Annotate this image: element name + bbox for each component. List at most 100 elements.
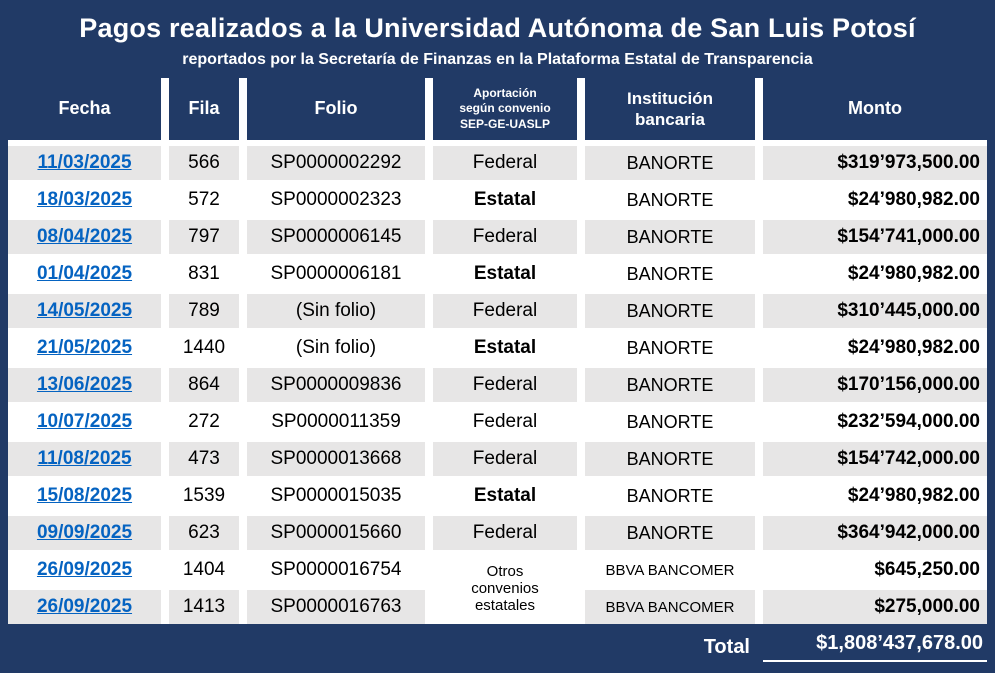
date-link[interactable]: 18/03/2025 — [36, 189, 133, 210]
fila-cell: 1404 — [169, 553, 239, 587]
column-header-fecha: Fecha — [58, 98, 111, 119]
table-row: 11/08/2025 473 SP0000013668 Federal BANO… — [8, 442, 987, 476]
date-link[interactable]: 14/05/2025 — [36, 300, 133, 321]
folio-cell: SP0000013668 — [247, 442, 425, 476]
fila-cell: 623 — [169, 516, 239, 550]
table-row: 01/04/2025 831 SP0000006181 Estatal BANO… — [8, 257, 987, 291]
column-header-monto: Monto — [848, 98, 902, 119]
aportacion-cell: Federal — [433, 516, 577, 550]
folio-cell: SP0000011359 — [247, 405, 425, 439]
table-row: 18/03/2025 572 SP0000002323 Estatal BANO… — [8, 183, 987, 217]
banco-cell: BANORTE — [585, 220, 755, 254]
date-cell: 14/05/2025 — [8, 294, 161, 328]
aportacion-cell: Estatal — [433, 257, 577, 291]
column-header-folio: Folio — [314, 98, 358, 119]
monto-cell: $24’980,982.00 — [763, 479, 987, 513]
folio-cell: (Sin folio) — [247, 294, 425, 328]
fila-cell: 864 — [169, 368, 239, 402]
fila-cell: 831 — [169, 257, 239, 291]
fila-cell: 1413 — [169, 590, 239, 624]
folio-cell: SP0000016763 — [247, 590, 425, 624]
aportacion-cell: Federal — [433, 294, 577, 328]
table-row: 15/08/2025 1539 SP0000015035 Estatal BAN… — [8, 479, 987, 513]
header-line: Institución — [627, 88, 713, 108]
banco-cell: BBVA BANCOMER — [585, 590, 755, 624]
folio-cell: SP0000015660 — [247, 516, 425, 550]
table-row: 14/05/2025 789 (Sin folio) Federal BANOR… — [8, 294, 987, 328]
aportacion-span-overlay: Otros convenios estatales — [433, 553, 577, 624]
date-link[interactable]: 13/06/2025 — [36, 374, 133, 395]
date-link[interactable]: 11/08/2025 — [37, 448, 132, 469]
header-line: Aportación — [473, 85, 537, 100]
monto-cell: $364’942,000.00 — [763, 516, 987, 550]
column-header-institucion: Institución bancaria — [585, 78, 755, 140]
table-row: 26/09/2025 1404 SP0000016754 Otros conve… — [8, 553, 987, 624]
date-cell: 26/09/2025 — [8, 590, 161, 624]
monto-cell: $154’741,000.00 — [763, 220, 987, 254]
date-link[interactable]: 09/09/2025 — [36, 522, 133, 543]
date-cell: 11/08/2025 — [8, 442, 161, 476]
date-link[interactable]: 26/09/2025 — [36, 559, 133, 580]
fila-cell: 789 — [169, 294, 239, 328]
header-line: según convenio — [459, 101, 551, 116]
folio-cell: SP0000009836 — [247, 368, 425, 402]
aportacion-cell: Federal — [433, 405, 577, 439]
column-separator — [161, 78, 169, 140]
date-link[interactable]: 26/09/2025 — [36, 596, 133, 617]
date-cell: 01/04/2025 — [8, 257, 161, 291]
folio-cell: SP0000002292 — [247, 146, 425, 180]
total-row: Total $1,808’437,678.00 — [8, 627, 987, 667]
column-header-fila: Fila — [188, 98, 220, 119]
folio-cell: SP0000016754 — [247, 553, 425, 587]
aportacion-span-text: Otros convenios estatales — [471, 563, 539, 614]
banco-cell: BANORTE — [585, 442, 755, 476]
total-label: Total — [703, 635, 750, 658]
banco-cell: BANORTE — [585, 183, 755, 217]
monto-cell: $319’973,500.00 — [763, 146, 987, 180]
date-link[interactable]: 11/03/2025 — [37, 152, 132, 173]
date-cell: 15/08/2025 — [8, 479, 161, 513]
table-row: 08/04/2025 797 SP0000006145 Federal BANO… — [8, 220, 987, 254]
date-link[interactable]: 21/05/2025 — [36, 337, 133, 358]
monto-cell: $275,000.00 — [763, 590, 987, 624]
fila-cell: 473 — [169, 442, 239, 476]
aportacion-cell: Federal — [433, 146, 577, 180]
monto-cell: $170’156,000.00 — [763, 368, 987, 402]
aportacion-cell: Federal — [433, 220, 577, 254]
banco-cell: BANORTE — [585, 405, 755, 439]
fila-cell: 1440 — [169, 331, 239, 365]
table-row: 09/09/2025 623 SP0000015660 Federal BANO… — [8, 516, 987, 550]
date-cell: 10/07/2025 — [8, 405, 161, 439]
banco-cell: BANORTE — [585, 479, 755, 513]
monto-cell: $24’980,982.00 — [763, 257, 987, 291]
date-link[interactable]: 01/04/2025 — [36, 263, 133, 284]
aportacion-cell: Estatal — [433, 331, 577, 365]
date-cell: 13/06/2025 — [8, 368, 161, 402]
monto-cell: $645,250.00 — [763, 553, 987, 587]
date-cell: 11/03/2025 — [8, 146, 161, 180]
aportacion-cell: Estatal — [433, 479, 577, 513]
banco-cell: BBVA BANCOMER — [585, 553, 755, 587]
banco-cell: BANORTE — [585, 146, 755, 180]
banco-cell: BANORTE — [585, 516, 755, 550]
date-cell: 09/09/2025 — [8, 516, 161, 550]
table-row: 21/05/2025 1440 (Sin folio) Estatal BANO… — [8, 331, 987, 365]
table-row: 10/07/2025 272 SP0000011359 Federal BANO… — [8, 405, 987, 439]
banco-cell: BANORTE — [585, 257, 755, 291]
monto-cell: $24’980,982.00 — [763, 331, 987, 365]
aportacion-cell-spanning: Otros convenios estatales — [433, 553, 577, 624]
column-separator — [577, 78, 585, 140]
date-link[interactable]: 10/07/2025 — [36, 411, 133, 432]
table-header: Fecha Fila Folio Aportación según conven… — [8, 78, 987, 140]
page-subtitle: reportados por la Secretaría de Finanzas… — [182, 51, 813, 68]
total-amount: $1,808’437,678.00 — [763, 632, 987, 662]
fila-cell: 572 — [169, 183, 239, 217]
monto-cell: $310’445,000.00 — [763, 294, 987, 328]
table-row: 26/09/2025 1413 SP0000016763 BBVA BANCOM… — [8, 590, 987, 624]
folio-cell: (Sin folio) — [247, 331, 425, 365]
aportacion-cell: Federal — [433, 368, 577, 402]
date-link[interactable]: 15/08/2025 — [36, 485, 133, 506]
monto-cell: $232’594,000.00 — [763, 405, 987, 439]
date-link[interactable]: 08/04/2025 — [36, 226, 133, 247]
